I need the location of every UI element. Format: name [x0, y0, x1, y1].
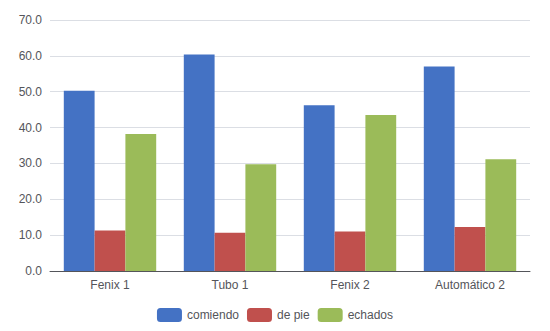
svg-text:10.0: 10.0 — [19, 228, 43, 242]
svg-text:Fenix 2: Fenix 2 — [330, 278, 370, 292]
svg-text:Automático 2: Automático 2 — [435, 278, 505, 292]
svg-text:30.0: 30.0 — [19, 156, 43, 170]
svg-text:Fenix 1: Fenix 1 — [90, 278, 130, 292]
svg-text:de pie: de pie — [277, 308, 310, 322]
svg-text:50.0: 50.0 — [19, 85, 43, 99]
svg-text:70.0: 70.0 — [19, 13, 43, 27]
svg-text:20.0: 20.0 — [19, 192, 43, 206]
svg-text:Tubo 1: Tubo 1 — [212, 278, 249, 292]
svg-text:0.0: 0.0 — [25, 264, 42, 278]
svg-text:comiendo: comiendo — [187, 308, 239, 322]
svg-text:40.0: 40.0 — [19, 121, 43, 135]
svg-text:60.0: 60.0 — [19, 49, 43, 63]
svg-text:echados: echados — [348, 308, 393, 322]
